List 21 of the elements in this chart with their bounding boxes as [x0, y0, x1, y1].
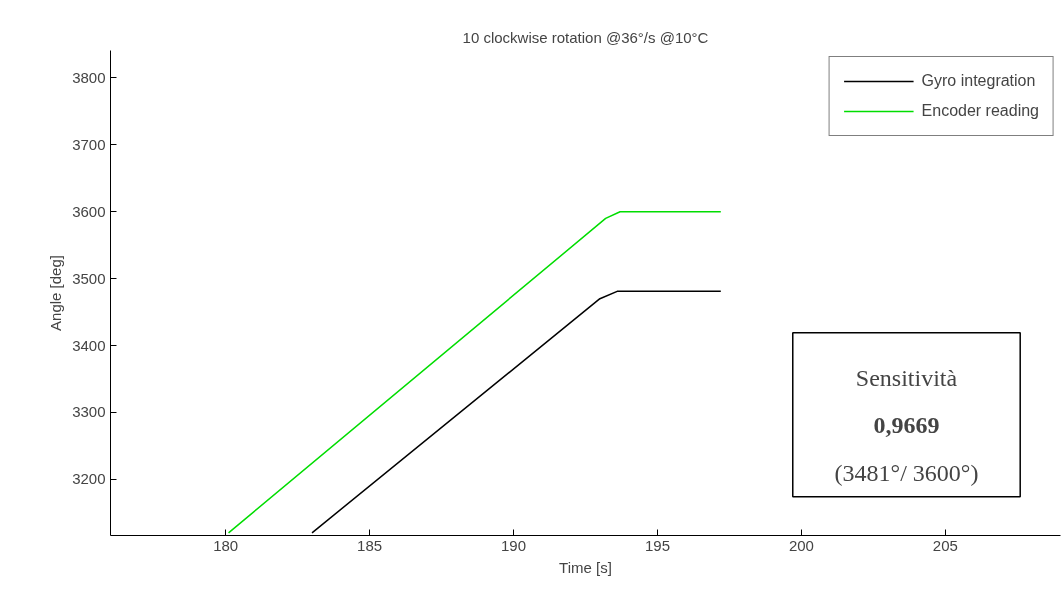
x-tick-label: 200: [788, 536, 814, 554]
y-tick-label: 3600: [72, 202, 106, 220]
annotation: Sensitività: [855, 365, 958, 392]
chart-title: 10 clockwise rotation @36°/s @10°C: [462, 28, 709, 46]
annotation: (3481°/ 3600°): [834, 459, 979, 486]
y-tick-label: 3700: [72, 135, 106, 153]
y-tick-label: 3200: [72, 470, 106, 488]
x-tick-label: 180: [213, 536, 239, 554]
y-tick-label: 3500: [72, 269, 106, 287]
y-tick-label: 3800: [72, 68, 106, 86]
y-tick-label: 3300: [72, 403, 106, 421]
legend-label: Encoder reading: [921, 102, 1039, 120]
annotation: 0,9669: [873, 411, 940, 438]
x-tick-label: 195: [644, 536, 670, 554]
x-tick-label: 185: [357, 536, 383, 554]
y-tick-label: 3400: [72, 336, 106, 354]
y-axis-title: Angle [deg]: [47, 255, 65, 331]
x-tick-label: 205: [932, 536, 958, 554]
x-axis-title: Time [s]: [559, 558, 612, 576]
x-tick-label: 190: [501, 536, 527, 554]
legend-label: Gyro integration: [921, 72, 1036, 90]
